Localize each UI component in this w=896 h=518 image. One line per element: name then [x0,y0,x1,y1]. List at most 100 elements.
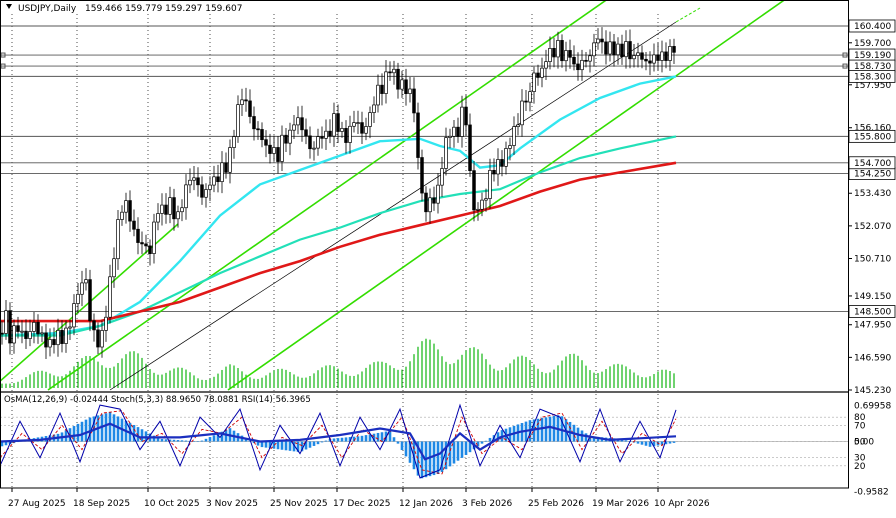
osma-bar [284,441,288,451]
candle-body [232,136,236,148]
ma-level-box [848,156,896,170]
price-tick-label-7: 149.150 [854,292,891,302]
candle-body [240,99,244,105]
candle-body [116,219,120,260]
candle-body [248,100,252,117]
candle-body [244,99,248,102]
candle-body [120,211,124,220]
candle-body [644,58,648,62]
level-label-0: 160.400 [854,22,891,32]
candle-body [532,72,536,92]
candle-body [360,122,364,134]
candle-body [548,48,552,62]
candle-body [404,79,408,95]
indicator-tick-label-7: -0.9582 [854,488,889,498]
level-label-box-0 [848,19,896,33]
osma-bar [636,441,640,444]
candle-body [24,330,28,339]
candle-body [112,258,116,278]
time-tick-label-5: 17 Dec 2025 [333,499,391,509]
osma-bar [652,441,656,447]
candle-body [364,126,368,134]
osma-bar [104,413,108,442]
level-label-5: 154.250 [854,170,891,180]
candle-body [60,330,64,344]
candle-body [152,221,156,254]
osma-bar [356,436,360,442]
candle-body [592,42,596,57]
candle-body [196,177,200,186]
candle-body [480,199,484,210]
candle-body [68,326,72,329]
candle-body [312,147,316,150]
level-label-box-6 [848,305,896,318]
candle-body [236,104,240,137]
candle-body [208,184,212,190]
candle-body [220,162,224,183]
osma-bar [268,441,272,449]
indicator-tick-label-5: 30 [854,454,866,464]
osma-bar [444,441,448,470]
osma-bar [164,439,168,442]
candle-body [4,310,8,334]
osma-bar [592,436,596,442]
price-tick-label-10: 145.230 [854,386,891,396]
candle-body [276,147,280,162]
candle-body [584,59,588,62]
osma-bar [460,441,464,458]
osma-bar [396,441,400,444]
osma-bar [392,437,396,442]
candle-body [516,124,520,128]
stoch-signal-line [0,410,677,475]
candle-body [28,331,32,339]
osma-bar [404,441,408,457]
osma-bar [376,432,380,442]
candle-body [216,176,220,183]
osma-bar [660,441,664,445]
osma-bar [672,441,676,443]
candle-body [32,321,36,332]
osma-bar [412,441,416,470]
candle-body [40,332,44,335]
candle-body [440,168,444,186]
time-tick-label-4: 25 Nov 2025 [270,499,328,509]
candle-body [304,129,308,137]
osma-bar [480,441,484,444]
candle-body [604,41,608,55]
osma-bar [304,441,308,450]
osma-bar [208,437,212,442]
candle-body [620,43,624,58]
candle-body [296,117,300,126]
ma-level-label: 154.700 [854,159,891,169]
osma-bar [256,441,260,446]
osma-bar [160,438,164,442]
candle-body [316,136,320,149]
trend-channel [0,0,786,391]
osma-bar [360,435,364,442]
osma-bar [548,416,552,442]
header-dropdown-icon[interactable] [6,4,12,9]
candle-body [16,325,20,332]
osma-bar [340,437,344,442]
candle-body [500,159,504,167]
candle-body [444,137,448,169]
indicator-tick-label-6: 20 [854,462,866,472]
candle-body [320,136,324,139]
price-tick-label-5: 152.070 [854,222,891,232]
price-tick-label-6: 150.710 [854,255,891,265]
osma-bar [136,427,140,442]
osma-bar [536,418,540,442]
time-tick-label-1: 18 Sep 2025 [73,499,130,509]
osma-bar [196,441,200,442]
level-label-1: 159.190 [854,51,891,61]
candle-body [580,59,584,71]
price-tick-label-1: 157.950 [854,81,891,91]
osma-bar [152,435,156,442]
candle-body [528,91,532,103]
candle-body [560,40,564,62]
osma-bar [640,441,644,445]
candle-body [564,50,568,62]
osma-bar [132,424,136,442]
time-tick-label-6: 12 Jan 2026 [399,499,453,509]
